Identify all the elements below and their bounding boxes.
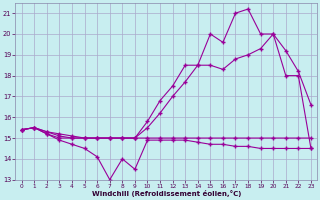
X-axis label: Windchill (Refroidissement éolien,°C): Windchill (Refroidissement éolien,°C) — [92, 190, 241, 197]
